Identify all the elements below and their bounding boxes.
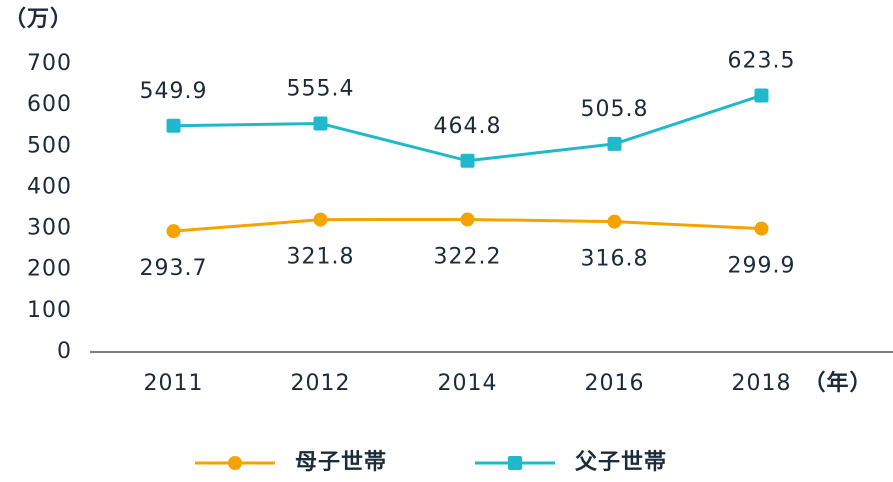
x-tick-label: 2014 xyxy=(438,371,498,396)
marker xyxy=(754,88,769,103)
marker xyxy=(313,212,328,227)
marker xyxy=(460,212,475,227)
marker xyxy=(460,153,475,168)
y-tick-label: 600 xyxy=(27,92,72,117)
marker xyxy=(754,221,769,236)
marker xyxy=(166,118,181,133)
y-tick-label: 300 xyxy=(27,216,72,241)
x-unit: （年） xyxy=(804,370,873,396)
data-label: 293.7 xyxy=(140,256,208,281)
marker xyxy=(508,456,522,470)
y-tick-label: 700 xyxy=(27,51,72,76)
y-tick-label: 500 xyxy=(27,133,72,158)
data-label: 316.8 xyxy=(581,247,649,272)
marker xyxy=(228,456,242,470)
marker xyxy=(166,224,181,239)
data-label: 322.2 xyxy=(434,244,502,269)
y-unit: （万） xyxy=(4,7,73,32)
data-label: 505.8 xyxy=(581,97,649,122)
data-label: 549.9 xyxy=(140,79,208,104)
marker xyxy=(607,136,622,151)
data-label: 623.5 xyxy=(728,48,796,73)
legend-label: 母子世帯 xyxy=(295,449,387,475)
x-tick-label: 2011 xyxy=(144,371,204,396)
y-tick-label: 200 xyxy=(27,257,72,282)
marker xyxy=(313,116,328,131)
data-label: 299.9 xyxy=(728,254,796,279)
x-tick-label: 2018 xyxy=(732,371,792,396)
y-tick-label: 0 xyxy=(57,339,72,364)
y-tick-label: 100 xyxy=(27,298,72,323)
data-label: 555.4 xyxy=(287,76,355,101)
y-tick-label: 400 xyxy=(27,174,72,199)
data-label: 464.8 xyxy=(434,114,502,139)
x-tick-label: 2012 xyxy=(291,371,351,396)
marker xyxy=(607,214,622,229)
legend-label: 父子世帯 xyxy=(575,449,667,475)
data-label: 321.8 xyxy=(287,245,355,270)
x-tick-label: 2016 xyxy=(585,371,645,396)
